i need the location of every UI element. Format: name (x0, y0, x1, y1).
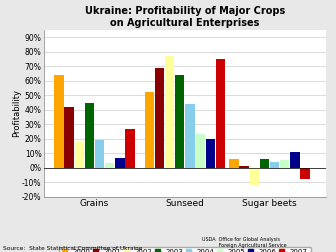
Bar (280, 161, 289, 168)
Bar (75, 142, 84, 168)
Text: Source:  State Statistical Committee of Ukraine: Source: State Statistical Committee of U… (3, 246, 143, 251)
Title: Ukraine: Profitability of Major Crops
on Agricultural Enterprises: Ukraine: Profitability of Major Crops on… (85, 7, 285, 28)
Text: USDA  Office for Global Analysis
           Foreign Agricultural Service: USDA Office for Global Analysis Foreign … (202, 237, 286, 248)
Legend: 2000, 2001, 2002, 2003, 2004, 2005, 2006, 2007: 2000, 2001, 2002, 2003, 2004, 2005, 2006… (59, 247, 310, 252)
Y-axis label: Profitability: Profitability (12, 89, 21, 137)
Bar (250, 168, 259, 185)
Bar (115, 158, 125, 168)
Bar (175, 75, 184, 168)
Bar (185, 104, 195, 168)
Bar (300, 168, 310, 179)
Bar (239, 166, 249, 168)
Bar (125, 129, 135, 168)
Bar (206, 139, 215, 168)
Bar (144, 92, 154, 168)
Bar (229, 159, 239, 168)
Bar (260, 159, 269, 168)
Bar (105, 163, 114, 168)
Bar (290, 152, 300, 168)
Bar (155, 68, 164, 168)
Bar (85, 103, 94, 168)
Bar (65, 107, 74, 168)
Bar (270, 162, 279, 168)
Bar (195, 134, 205, 168)
Bar (54, 75, 64, 168)
Bar (95, 140, 104, 168)
Bar (165, 56, 174, 168)
Bar (216, 59, 225, 168)
